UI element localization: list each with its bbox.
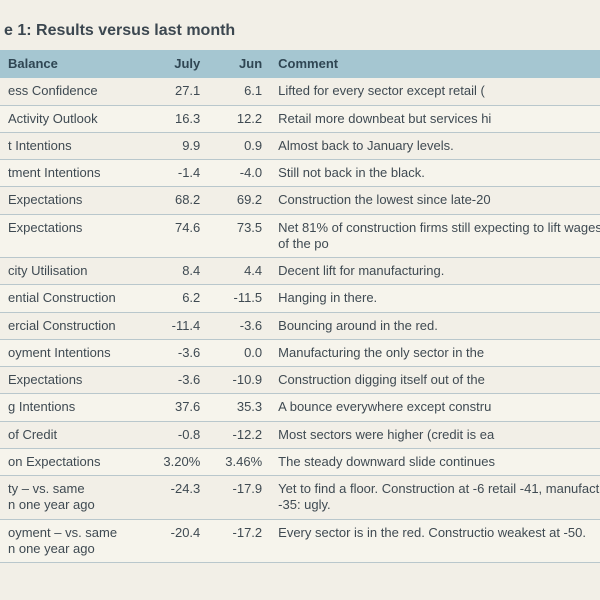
- row-comment: Decent lift for manufacturing.: [270, 258, 600, 285]
- row-name: Activity Outlook: [0, 105, 146, 132]
- table-row: Expectations-3.6-10.9Construction diggin…: [0, 367, 600, 394]
- col-july: July: [146, 50, 208, 78]
- row-name: Expectations: [0, 187, 146, 214]
- table-row: ential Construction6.2-11.5Hanging in th…: [0, 285, 600, 312]
- row-jun: 0.9: [208, 132, 270, 159]
- table-row: of Credit-0.8-12.2Most sectors were high…: [0, 421, 600, 448]
- table-row: ercial Construction-11.4-3.6Bouncing aro…: [0, 312, 600, 339]
- row-july: -11.4: [146, 312, 208, 339]
- row-july: 37.6: [146, 394, 208, 421]
- row-comment: A bounce everywhere except constru: [270, 394, 600, 421]
- row-comment: Almost back to January levels.: [270, 132, 600, 159]
- row-july: 68.2: [146, 187, 208, 214]
- row-july: 74.6: [146, 214, 208, 258]
- row-name: Expectations: [0, 367, 146, 394]
- row-jun: -17.9: [208, 476, 270, 520]
- row-name: Expectations: [0, 214, 146, 258]
- row-name: t Intentions: [0, 132, 146, 159]
- row-jun: -11.5: [208, 285, 270, 312]
- table-row: Expectations74.673.5Net 81% of construct…: [0, 214, 600, 258]
- col-jun: Jun: [208, 50, 270, 78]
- row-jun: 69.2: [208, 187, 270, 214]
- table-title: e 1: Results versus last month: [4, 22, 600, 40]
- row-jun: 73.5: [208, 214, 270, 258]
- col-comment: Comment: [270, 50, 600, 78]
- table-row: oyment Intentions-3.60.0Manufacturing th…: [0, 339, 600, 366]
- row-comment: Net 81% of construction firms still expe…: [270, 214, 600, 258]
- table-header-row: Balance July Jun Comment: [0, 50, 600, 78]
- row-comment: Most sectors were higher (credit is ea: [270, 421, 600, 448]
- row-july: -3.6: [146, 367, 208, 394]
- row-jun: -10.9: [208, 367, 270, 394]
- row-name: oyment Intentions: [0, 339, 146, 366]
- row-comment: Hanging in there.: [270, 285, 600, 312]
- row-jun: 3.46%: [208, 448, 270, 475]
- row-comment: Lifted for every sector except retail (: [270, 78, 600, 105]
- col-balance: Balance: [0, 50, 146, 78]
- row-name: of Credit: [0, 421, 146, 448]
- row-name: on Expectations: [0, 448, 146, 475]
- row-jun: -4.0: [208, 160, 270, 187]
- row-name: ty – vs. same n one year ago: [0, 476, 146, 520]
- row-july: 3.20%: [146, 448, 208, 475]
- row-jun: 0.0: [208, 339, 270, 366]
- row-name: g Intentions: [0, 394, 146, 421]
- row-comment: Yet to find a floor. Construction at -6 …: [270, 476, 600, 520]
- row-jun: 35.3: [208, 394, 270, 421]
- table-row: city Utilisation8.44.4Decent lift for ma…: [0, 258, 600, 285]
- table-row: Expectations68.269.2Construction the low…: [0, 187, 600, 214]
- row-comment: Still not back in the black.: [270, 160, 600, 187]
- row-july: 8.4: [146, 258, 208, 285]
- row-july: 6.2: [146, 285, 208, 312]
- row-jun: -3.6: [208, 312, 270, 339]
- row-jun: -17.2: [208, 519, 270, 563]
- row-comment: Bouncing around in the red.: [270, 312, 600, 339]
- row-comment: Construction the lowest since late-20: [270, 187, 600, 214]
- row-name: ential Construction: [0, 285, 146, 312]
- row-july: -20.4: [146, 519, 208, 563]
- table-row: Activity Outlook16.312.2Retail more down…: [0, 105, 600, 132]
- row-july: 27.1: [146, 78, 208, 105]
- table-row: ess Confidence27.16.1Lifted for every se…: [0, 78, 600, 105]
- row-name: oyment – vs. same n one year ago: [0, 519, 146, 563]
- table-row: g Intentions37.635.3A bounce everywhere …: [0, 394, 600, 421]
- row-comment: The steady downward slide continues: [270, 448, 600, 475]
- table-row: t Intentions9.90.9Almost back to January…: [0, 132, 600, 159]
- table-row: ty – vs. same n one year ago-24.3-17.9Ye…: [0, 476, 600, 520]
- row-july: -0.8: [146, 421, 208, 448]
- table-row: tment Intentions-1.4-4.0Still not back i…: [0, 160, 600, 187]
- table-row: on Expectations3.20%3.46%The steady down…: [0, 448, 600, 475]
- row-july: -3.6: [146, 339, 208, 366]
- results-table: Balance July Jun Comment ess Confidence2…: [0, 50, 600, 563]
- row-comment: Every sector is in the red. Constructio …: [270, 519, 600, 563]
- row-name: ess Confidence: [0, 78, 146, 105]
- row-jun: 12.2: [208, 105, 270, 132]
- row-july: -1.4: [146, 160, 208, 187]
- row-jun: 6.1: [208, 78, 270, 105]
- row-comment: Construction digging itself out of the: [270, 367, 600, 394]
- row-comment: Manufacturing the only sector in the: [270, 339, 600, 366]
- row-july: 16.3: [146, 105, 208, 132]
- row-name: city Utilisation: [0, 258, 146, 285]
- row-name: ercial Construction: [0, 312, 146, 339]
- row-jun: -12.2: [208, 421, 270, 448]
- row-name: tment Intentions: [0, 160, 146, 187]
- row-july: -24.3: [146, 476, 208, 520]
- row-july: 9.9: [146, 132, 208, 159]
- table-row: oyment – vs. same n one year ago-20.4-17…: [0, 519, 600, 563]
- row-jun: 4.4: [208, 258, 270, 285]
- row-comment: Retail more downbeat but services hi: [270, 105, 600, 132]
